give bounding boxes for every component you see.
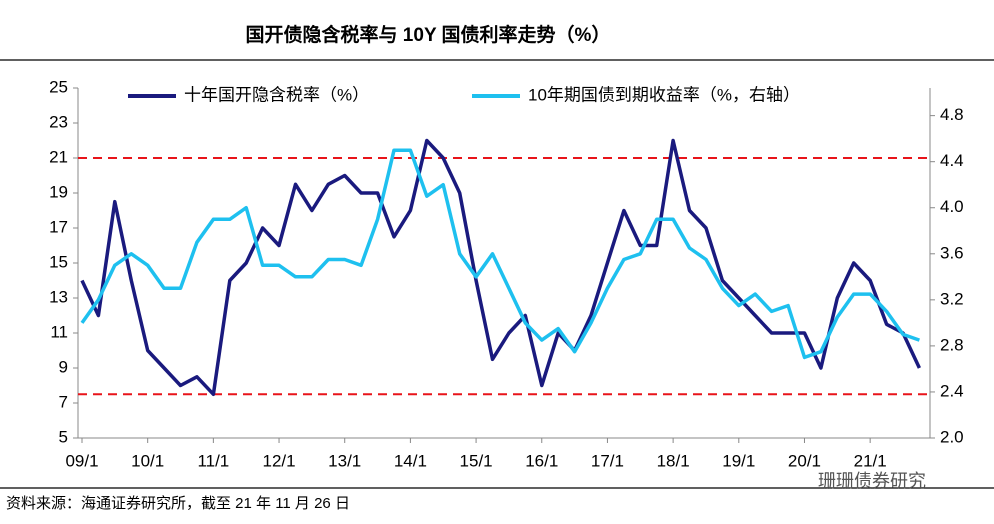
y2-tick-label: 2.8: [940, 335, 964, 354]
x-tick-label: 10/1: [131, 451, 164, 470]
series-line: [80, 148, 920, 360]
x-tick-label: 21/1: [854, 451, 887, 470]
y2-tick-label: 2.0: [940, 427, 964, 446]
watermark: 珊珊债券研究: [818, 471, 926, 491]
x-tick-label: 09/1: [65, 451, 98, 470]
y2-tick-label: 3.2: [940, 289, 964, 308]
x-tick-label: 16/1: [525, 451, 558, 470]
x-tick-label: 17/1: [591, 451, 624, 470]
x-tick-label: 20/1: [788, 451, 821, 470]
y-tick-label: 5: [59, 427, 68, 446]
y-tick-label: 11: [50, 322, 68, 341]
x-tick-label: 12/1: [262, 451, 295, 470]
y-tick-label: 13: [49, 287, 68, 306]
y2-tick-label: 3.6: [940, 243, 964, 262]
y-tick-label: 9: [59, 357, 68, 376]
y-tick-label: 23: [49, 112, 68, 131]
x-tick-label: 15/1: [460, 451, 493, 470]
x-tick-label: 18/1: [657, 451, 690, 470]
x-tick-label: 13/1: [328, 451, 361, 470]
y2-tick-label: 2.4: [940, 381, 964, 400]
x-tick-label: 19/1: [722, 451, 755, 470]
y-tick-label: 21: [49, 147, 68, 166]
y-tick-label: 25: [49, 77, 68, 96]
y2-tick-label: 4.8: [940, 105, 964, 124]
legend-label: 10年期国债到期收益率（%，右轴）: [528, 85, 800, 104]
chart-title: 国开债隐含税率与 10Y 国债利率走势（%）: [246, 23, 611, 46]
y-tick-label: 7: [59, 392, 68, 411]
y2-tick-label: 4.0: [940, 197, 964, 216]
source-note: 资料来源：海通证券研究所，截至 21 年 11 月 26 日: [6, 495, 350, 512]
x-tick-label: 14/1: [394, 451, 427, 470]
y-tick-label: 17: [49, 217, 68, 236]
y-tick-label: 19: [49, 182, 68, 201]
series-line: [80, 138, 921, 397]
y-tick-label: 15: [49, 252, 68, 271]
x-tick-label: 11/1: [197, 451, 229, 470]
y2-tick-label: 4.4: [940, 151, 964, 170]
legend-label: 十年国开隐含税率（%）: [184, 85, 369, 104]
